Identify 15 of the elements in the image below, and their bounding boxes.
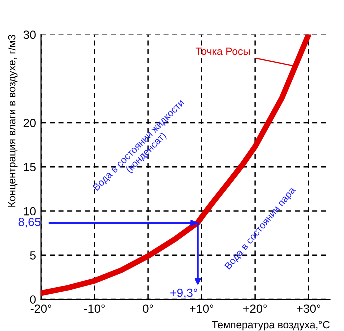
x-tick-label: 0° bbox=[143, 304, 154, 314]
x-tick-label: +10° bbox=[190, 304, 214, 314]
y-tick-label: 20 bbox=[24, 119, 36, 128]
x-axis-title: Температура воздуха,°C bbox=[212, 321, 330, 331]
y-axis-title: Концентрация влаги в воздухе, г/м3 bbox=[8, 35, 18, 207]
x-tick-label: +30° bbox=[297, 304, 320, 314]
y-tick-label: 10 bbox=[24, 207, 36, 216]
y-tick-label: 0 bbox=[30, 296, 36, 304]
y-tick-label: 15 bbox=[24, 163, 36, 172]
x-tick-label: -20° bbox=[30, 304, 52, 314]
y-tick-label: 30 bbox=[24, 30, 36, 40]
y-tick-label: 5 bbox=[30, 252, 36, 260]
annotation: +9,3° bbox=[170, 288, 198, 299]
x-tick-label: -10° bbox=[84, 304, 105, 314]
x-tick-label: +20° bbox=[244, 304, 267, 314]
